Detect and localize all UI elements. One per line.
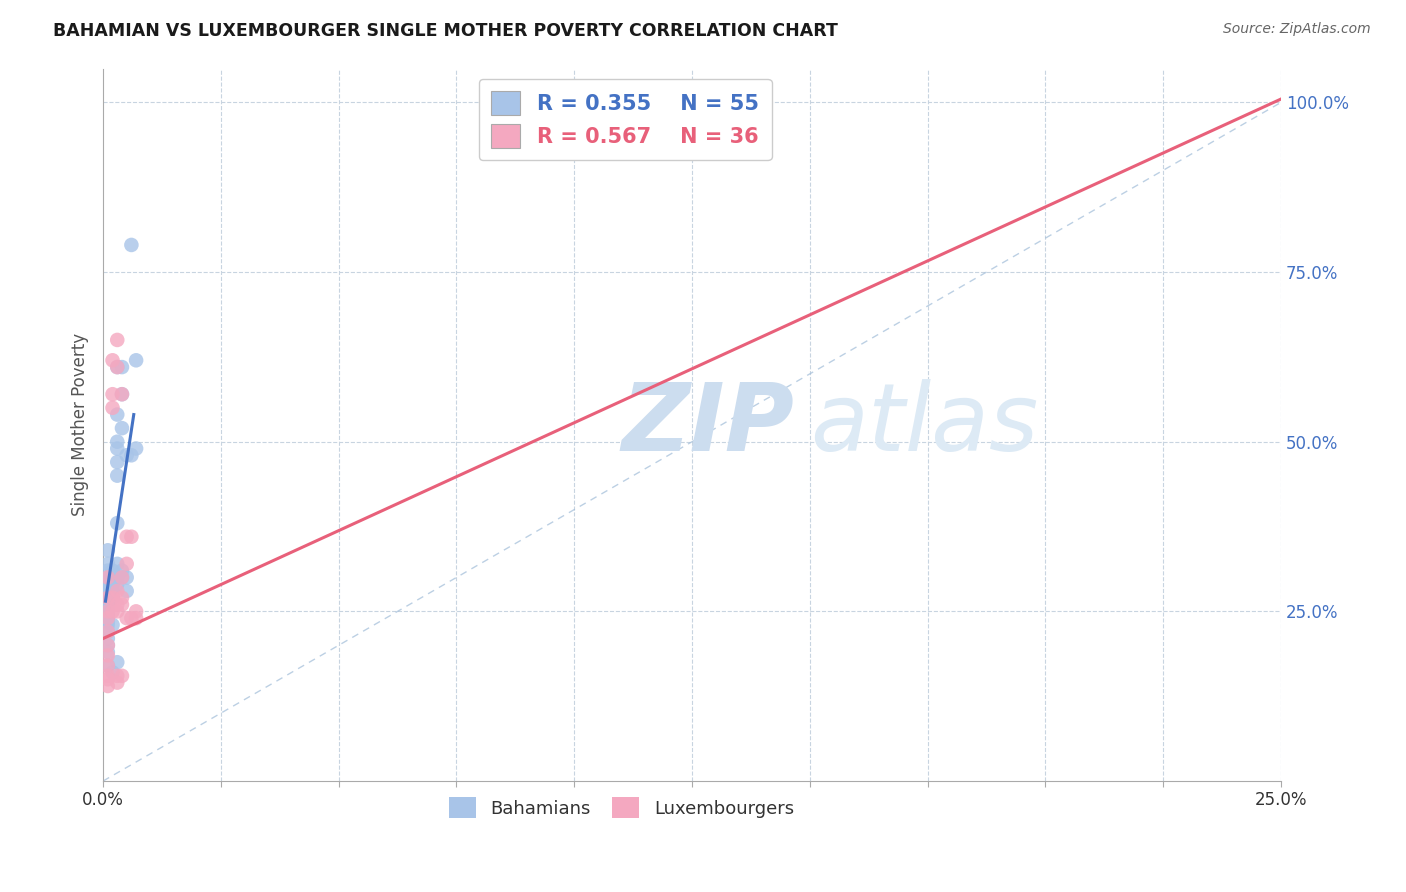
Point bbox=[101, 387, 124, 401]
Point bbox=[97, 577, 120, 591]
Point bbox=[120, 530, 142, 544]
Point bbox=[115, 570, 138, 584]
Point bbox=[97, 591, 120, 605]
Point bbox=[97, 591, 120, 605]
Point bbox=[115, 584, 138, 599]
Point bbox=[97, 648, 120, 663]
Point bbox=[105, 570, 128, 584]
Point bbox=[101, 665, 124, 680]
Point bbox=[125, 604, 148, 618]
Point bbox=[125, 353, 148, 368]
Point bbox=[105, 408, 128, 422]
Point bbox=[97, 638, 120, 652]
Point bbox=[105, 468, 128, 483]
Point bbox=[97, 679, 120, 693]
Point bbox=[111, 387, 134, 401]
Point bbox=[125, 611, 148, 625]
Point bbox=[97, 604, 120, 618]
Point bbox=[120, 611, 142, 625]
Point bbox=[111, 669, 134, 683]
Point bbox=[111, 564, 134, 578]
Point bbox=[105, 655, 128, 669]
Point bbox=[105, 360, 128, 375]
Point bbox=[111, 570, 134, 584]
Point bbox=[105, 516, 128, 530]
Point bbox=[101, 591, 124, 605]
Point bbox=[97, 604, 120, 618]
Point bbox=[97, 624, 120, 639]
Point bbox=[115, 611, 138, 625]
Point bbox=[101, 570, 124, 584]
Point bbox=[97, 587, 120, 601]
Legend: Bahamians, Luxembourgers: Bahamians, Luxembourgers bbox=[441, 790, 801, 825]
Point bbox=[101, 353, 124, 368]
Point bbox=[101, 584, 124, 599]
Point bbox=[97, 598, 120, 612]
Point bbox=[97, 570, 120, 584]
Point bbox=[105, 360, 128, 375]
Point bbox=[101, 587, 124, 601]
Point bbox=[111, 598, 134, 612]
Point bbox=[97, 618, 120, 632]
Point bbox=[97, 645, 120, 659]
Point bbox=[105, 577, 128, 591]
Point bbox=[111, 360, 134, 375]
Point bbox=[111, 421, 134, 435]
Point bbox=[97, 574, 120, 588]
Point bbox=[101, 591, 124, 605]
Point bbox=[97, 543, 120, 558]
Point bbox=[97, 615, 120, 629]
Point bbox=[105, 557, 128, 571]
Point bbox=[101, 604, 124, 618]
Point bbox=[105, 669, 128, 683]
Point bbox=[97, 638, 120, 652]
Point bbox=[97, 570, 120, 584]
Point bbox=[115, 448, 138, 462]
Point bbox=[97, 672, 120, 686]
Point bbox=[120, 448, 142, 462]
Point bbox=[97, 607, 120, 622]
Point bbox=[111, 570, 134, 584]
Point bbox=[97, 658, 120, 673]
Point bbox=[97, 584, 120, 599]
Text: Source: ZipAtlas.com: Source: ZipAtlas.com bbox=[1223, 22, 1371, 37]
Point bbox=[101, 618, 124, 632]
Point bbox=[111, 591, 134, 605]
Point bbox=[105, 333, 128, 347]
Point bbox=[105, 598, 128, 612]
Point bbox=[105, 604, 128, 618]
Point bbox=[101, 564, 124, 578]
Point bbox=[97, 611, 120, 625]
Point bbox=[105, 442, 128, 456]
Point bbox=[105, 584, 128, 599]
Point bbox=[101, 577, 124, 591]
Point bbox=[97, 611, 120, 625]
Text: BAHAMIAN VS LUXEMBOURGER SINGLE MOTHER POVERTY CORRELATION CHART: BAHAMIAN VS LUXEMBOURGER SINGLE MOTHER P… bbox=[53, 22, 838, 40]
Point bbox=[101, 401, 124, 415]
Point bbox=[115, 530, 138, 544]
Point bbox=[111, 387, 134, 401]
Point bbox=[105, 434, 128, 449]
Point bbox=[97, 624, 120, 639]
Point bbox=[97, 594, 120, 608]
Point bbox=[97, 601, 120, 615]
Point bbox=[751, 95, 773, 110]
Point bbox=[97, 557, 120, 571]
Point bbox=[97, 632, 120, 646]
Point bbox=[115, 557, 138, 571]
Text: atlas: atlas bbox=[810, 379, 1038, 470]
Point bbox=[125, 442, 148, 456]
Point bbox=[105, 455, 128, 469]
Point bbox=[97, 669, 120, 683]
Point bbox=[97, 581, 120, 595]
Y-axis label: Single Mother Poverty: Single Mother Poverty bbox=[72, 334, 89, 516]
Point bbox=[97, 564, 120, 578]
Point bbox=[101, 581, 124, 595]
Point bbox=[97, 658, 120, 673]
Point bbox=[105, 675, 128, 690]
Text: ZIP: ZIP bbox=[621, 379, 794, 471]
Point bbox=[120, 238, 142, 252]
